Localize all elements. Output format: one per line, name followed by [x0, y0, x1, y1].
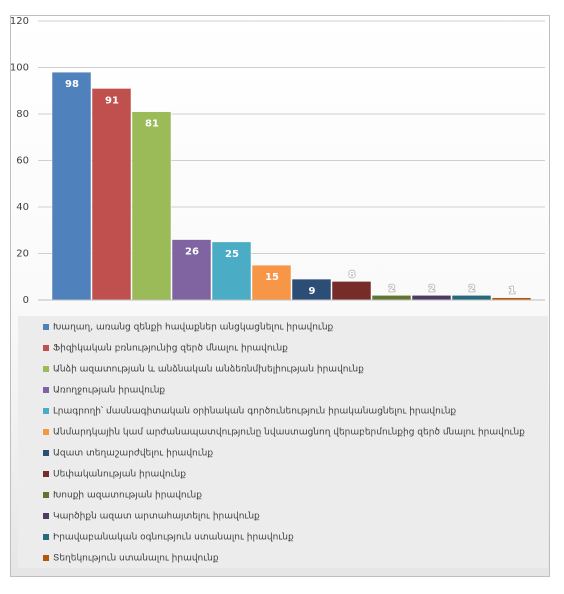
bar — [171, 239, 212, 301]
bar — [371, 295, 412, 301]
y-tick-label: 40 — [16, 202, 29, 213]
y-tick-label: 0 — [23, 295, 29, 306]
data-label: 2 — [429, 283, 436, 294]
y-tick-label: 80 — [16, 109, 29, 120]
data-label: 98 — [65, 79, 79, 90]
legend-label: Անմարդկային կամ արժանապատվությունը նվաստ… — [53, 428, 525, 438]
data-label: 91 — [105, 95, 119, 106]
legend-label: Խոսքի ազատության իրավունք — [53, 491, 202, 501]
data-label: 9 — [309, 286, 316, 297]
legend-label: Սեփականության իրավունք — [53, 470, 186, 480]
legend-label: Ֆիզիկական բռնությունից զերծ մնալու իրավո… — [53, 344, 288, 354]
legend-label: Իրավաբանական օգնություն ստանալու իրավուն… — [53, 533, 294, 543]
bar — [251, 264, 292, 301]
data-label: 81 — [145, 119, 159, 130]
legend-label: Ազատ տեղաշարժվելու իրավունք — [53, 449, 213, 459]
data-label: 2 — [469, 283, 476, 294]
y-tick-label: 100 — [10, 63, 29, 74]
bar — [91, 88, 132, 301]
legend-marker — [43, 555, 49, 561]
bar — [211, 241, 252, 301]
legend-label: Անձի ազատության և անձնական անձեռնմխելիու… — [53, 365, 364, 375]
legend-label: Տեղեկություն ստանալու իրավունք — [53, 554, 219, 564]
data-label: 1 — [509, 286, 516, 297]
legend-marker — [43, 471, 49, 477]
bar — [51, 71, 92, 301]
data-label: 25 — [225, 249, 239, 260]
legend-marker — [43, 345, 49, 351]
legend-label: Լրագրողի՝ մասնագիտական օրինական գործունե… — [53, 406, 456, 417]
legend-label: Կարծիքն ազատ արտահայտելու իրավունք — [53, 512, 260, 522]
legend-marker — [43, 450, 49, 456]
legend-box — [18, 316, 548, 568]
bar — [411, 295, 452, 301]
legend-marker — [43, 387, 49, 393]
legend-marker — [43, 513, 49, 519]
data-label: 15 — [265, 272, 279, 283]
legend-label: Առողջության իրավունք — [53, 386, 165, 396]
y-tick-label: 120 — [10, 16, 29, 27]
legend-marker — [43, 366, 49, 372]
data-label: 2 — [389, 283, 396, 294]
legend-marker — [43, 492, 49, 498]
legend-marker — [43, 429, 49, 435]
data-label: 8 — [349, 269, 356, 280]
legend-marker — [43, 324, 49, 330]
y-tick-label: 60 — [16, 156, 29, 167]
bar — [331, 281, 372, 301]
y-tick-label: 20 — [16, 249, 29, 260]
legend-marker — [43, 408, 49, 414]
bar — [131, 111, 172, 301]
bar — [451, 295, 492, 301]
legend-marker — [43, 534, 49, 540]
legend-label: Խաղաղ, առանց զենքի հավաքներ անցկացնելու … — [53, 323, 334, 333]
data-label: 26 — [185, 247, 199, 258]
